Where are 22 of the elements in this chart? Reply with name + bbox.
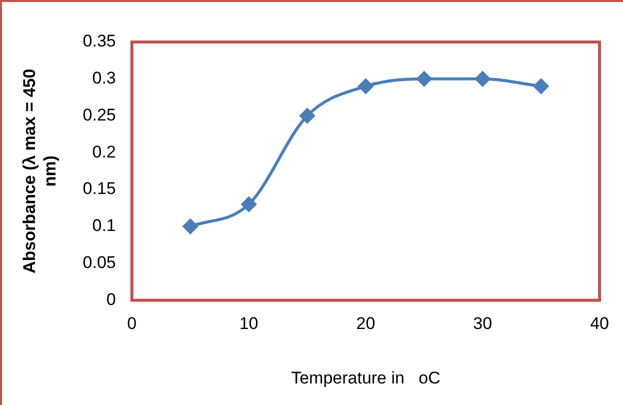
y-axis-title: Absorbance (λ max = 450 nm)	[20, 68, 60, 274]
y-tick-label: 0.15	[82, 179, 116, 198]
y-tick-label: 0.25	[82, 105, 116, 124]
x-tick-label: 10	[239, 314, 258, 334]
x-tick-label: 0	[127, 314, 137, 334]
x-axis-title: Temperature in oC	[291, 368, 440, 388]
point	[534, 78, 549, 94]
point	[416, 71, 432, 86]
y-tick-label: 0.35	[82, 32, 116, 51]
point	[182, 218, 198, 234]
x-tick-label: 40	[590, 314, 610, 334]
point	[300, 108, 315, 124]
y-tick-label: 0.1	[92, 216, 116, 236]
point	[358, 78, 374, 94]
x-tick-label: 20	[356, 314, 376, 334]
y-tick-label: 0.3	[92, 68, 116, 88]
y-tick-label: 0	[106, 290, 116, 309]
point	[475, 71, 490, 86]
y-tick-label: 0.05	[82, 253, 116, 272]
point	[241, 196, 256, 212]
x-tick-label: 30	[473, 314, 492, 334]
y-tick-label: 0.2	[92, 142, 116, 162]
